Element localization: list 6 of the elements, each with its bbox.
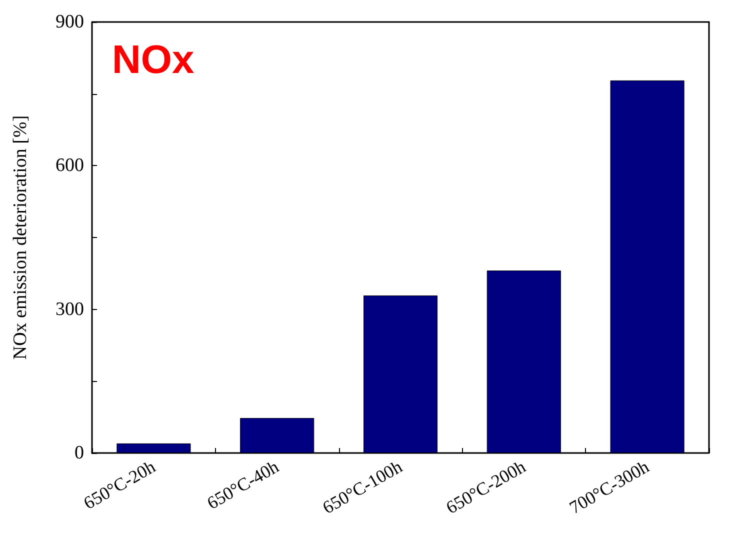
- y-axis-title: NOx emission deterioration [%]: [10, 115, 31, 360]
- y-tick-label: 900: [56, 12, 84, 32]
- y-tick-label: 300: [56, 298, 84, 320]
- y-tick-label: 0: [74, 442, 84, 464]
- y-tick-label: 600: [56, 155, 84, 176]
- annotation: NOx: [112, 38, 194, 82]
